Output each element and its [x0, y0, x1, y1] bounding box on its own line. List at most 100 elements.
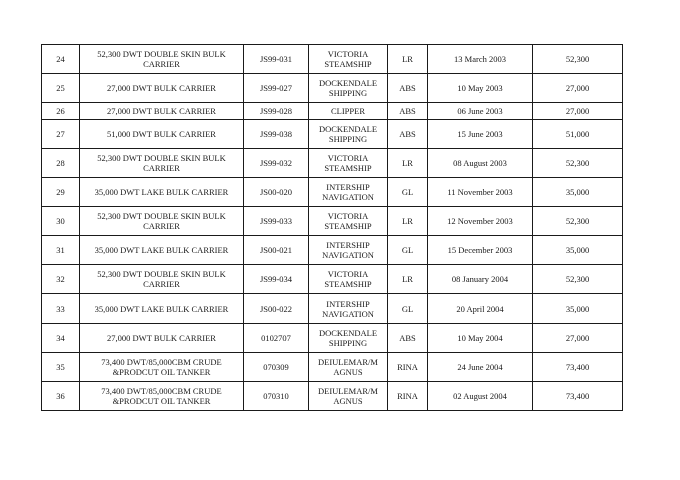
cell-class-society: RINA [387, 351, 428, 382]
cell-dwt: 27,000 [532, 73, 623, 104]
cell-dwt: 52,300 [532, 264, 623, 295]
table-row: 31 35,000 DWT LAKE BULK CARRIER JS00-021… [41, 235, 623, 266]
cell-hull-number: 070310 [243, 380, 309, 412]
cell-hull-number: 070309 [243, 351, 309, 382]
cell-row-number: 27 [41, 118, 80, 149]
cell-class-society: GL [387, 235, 428, 266]
cell-owner: DOCKENDALE SHIPPING [308, 73, 388, 104]
cell-class-society: GL [387, 293, 428, 324]
cell-delivery-date: 02 August 2004 [427, 380, 533, 412]
cell-delivery-date: 13 March 2003 [427, 43, 533, 75]
cell-class-society: RINA [387, 380, 428, 412]
cell-delivery-date: 24 June 2004 [427, 351, 533, 382]
table-row: 36 73,400 DWT/85,000CBM CRUDE &PRODCUT O… [41, 380, 623, 412]
cell-delivery-date: 15 June 2003 [427, 118, 533, 149]
cell-dwt: 35,000 [532, 176, 623, 208]
cell-delivery-date: 20 April 2004 [427, 293, 533, 324]
cell-row-number: 26 [41, 102, 80, 120]
cell-vessel-description: 51,000 DWT BULK CARRIER [79, 118, 244, 149]
cell-row-number: 33 [41, 293, 80, 324]
cell-dwt: 52,300 [532, 206, 623, 237]
cell-vessel-description: 35,000 DWT LAKE BULK CARRIER [79, 293, 244, 324]
cell-dwt: 52,300 [532, 147, 623, 178]
cell-owner: INTERSHIP NAVIGATION [308, 293, 388, 324]
table-row: 30 52,300 DWT DOUBLE SKIN BULK CARRIER J… [41, 206, 623, 237]
cell-class-society: ABS [387, 118, 428, 149]
cell-row-number: 34 [41, 322, 80, 353]
cell-dwt: 51,000 [532, 118, 623, 149]
cell-owner: VICTORIA STEAMSHIP [308, 264, 388, 295]
cell-delivery-date: 10 May 2003 [427, 73, 533, 104]
cell-delivery-date: 06 June 2003 [427, 102, 533, 120]
cell-delivery-date: 10 May 2004 [427, 322, 533, 353]
cell-dwt: 27,000 [532, 102, 623, 120]
table-row: 28 52,300 DWT DOUBLE SKIN BULK CARRIER J… [41, 147, 623, 178]
cell-owner: DEIULEMAR/M AGNUS [308, 351, 388, 382]
table-row: 24 52,300 DWT DOUBLE SKIN BULK CARRIER J… [41, 43, 623, 75]
cell-vessel-description: 35,000 DWT LAKE BULK CARRIER [79, 176, 244, 208]
cell-delivery-date: 08 January 2004 [427, 264, 533, 295]
cell-hull-number: JS99-034 [243, 264, 309, 295]
table-row: 35 73,400 DWT/85,000CBM CRUDE &PRODCUT O… [41, 351, 623, 382]
cell-class-society: GL [387, 176, 428, 208]
cell-owner: CLIPPER [308, 102, 388, 120]
cell-row-number: 35 [41, 351, 80, 382]
cell-class-society: ABS [387, 322, 428, 353]
cell-owner: VICTORIA STEAMSHIP [308, 43, 388, 75]
cell-row-number: 29 [41, 176, 80, 208]
cell-owner: INTERSHIP NAVIGATION [308, 176, 388, 208]
cell-class-society: LR [387, 147, 428, 178]
table-row: 34 27,000 DWT BULK CARRIER 0102707 DOCKE… [41, 322, 623, 353]
cell-vessel-description: 73,400 DWT/85,000CBM CRUDE &PRODCUT OIL … [79, 351, 244, 382]
cell-vessel-description: 52,300 DWT DOUBLE SKIN BULK CARRIER [79, 43, 244, 75]
cell-class-society: ABS [387, 102, 428, 120]
cell-class-society: LR [387, 206, 428, 237]
cell-row-number: 31 [41, 235, 80, 266]
cell-owner: VICTORIA STEAMSHIP [308, 206, 388, 237]
cell-hull-number: JS99-028 [243, 102, 309, 120]
cell-hull-number: JS00-022 [243, 293, 309, 324]
cell-vessel-description: 27,000 DWT BULK CARRIER [79, 322, 244, 353]
cell-row-number: 36 [41, 380, 80, 412]
cell-hull-number: JS99-038 [243, 118, 309, 149]
cell-vessel-description: 52,300 DWT DOUBLE SKIN BULK CARRIER [79, 206, 244, 237]
table-row: 27 51,000 DWT BULK CARRIER JS99-038 DOCK… [41, 118, 623, 149]
cell-hull-number: JS99-033 [243, 206, 309, 237]
cell-hull-number: JS00-020 [243, 176, 309, 208]
table-row: 25 27,000 DWT BULK CARRIER JS99-027 DOCK… [41, 73, 623, 104]
cell-vessel-description: 35,000 DWT LAKE BULK CARRIER [79, 235, 244, 266]
table-row: 33 35,000 DWT LAKE BULK CARRIER JS00-022… [41, 293, 623, 324]
cell-class-society: LR [387, 43, 428, 75]
cell-hull-number: 0102707 [243, 322, 309, 353]
cell-dwt: 73,400 [532, 380, 623, 412]
cell-owner: DOCKENDALE SHIPPING [308, 118, 388, 149]
cell-delivery-date: 11 November 2003 [427, 176, 533, 208]
cell-hull-number: JS99-031 [243, 43, 309, 75]
cell-row-number: 25 [41, 73, 80, 104]
cell-dwt: 52,300 [532, 43, 623, 75]
cell-class-society: LR [387, 264, 428, 295]
cell-row-number: 30 [41, 206, 80, 237]
cell-class-society: ABS [387, 73, 428, 104]
cell-hull-number: JS99-032 [243, 147, 309, 178]
cell-delivery-date: 12 November 2003 [427, 206, 533, 237]
cell-owner: INTERSHIP NAVIGATION [308, 235, 388, 266]
cell-delivery-date: 15 December 2003 [427, 235, 533, 266]
cell-dwt: 35,000 [532, 235, 623, 266]
cell-vessel-description: 27,000 DWT BULK CARRIER [79, 73, 244, 104]
cell-owner: DEIULEMAR/M AGNUS [308, 380, 388, 412]
cell-delivery-date: 08 August 2003 [427, 147, 533, 178]
cell-vessel-description: 27,000 DWT BULK CARRIER [79, 102, 244, 120]
cell-dwt: 27,000 [532, 322, 623, 353]
cell-hull-number: JS99-027 [243, 73, 309, 104]
cell-row-number: 32 [41, 264, 80, 295]
cell-hull-number: JS00-021 [243, 235, 309, 266]
cell-owner: VICTORIA STEAMSHIP [308, 147, 388, 178]
table-row: 32 52,300 DWT DOUBLE SKIN BULK CARRIER J… [41, 264, 623, 295]
cell-dwt: 73,400 [532, 351, 623, 382]
cell-row-number: 24 [41, 43, 80, 75]
cell-vessel-description: 73,400 DWT/85,000CBM CRUDE &PRODCUT OIL … [79, 380, 244, 412]
table-row: 29 35,000 DWT LAKE BULK CARRIER JS00-020… [41, 176, 623, 208]
cell-vessel-description: 52,300 DWT DOUBLE SKIN BULK CARRIER [79, 264, 244, 295]
